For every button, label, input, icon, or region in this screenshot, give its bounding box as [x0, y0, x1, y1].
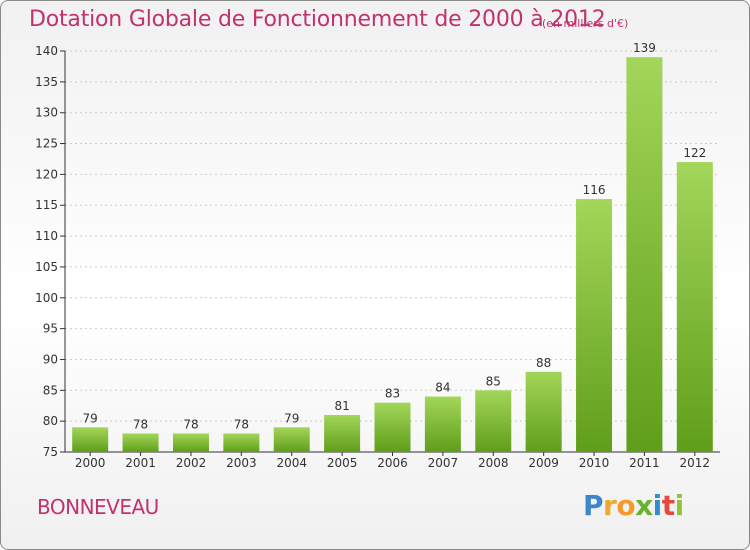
x-tick-label: 2004	[276, 456, 307, 470]
y-tick-label: 140	[35, 44, 58, 58]
x-tick-label: 2009	[528, 456, 559, 470]
data-label: 81	[334, 399, 349, 413]
x-tick-label: 2007	[428, 456, 459, 470]
labels: 75 80 85 90 95 100 105 110 115 120 125 130 135 140 200…	[35, 41, 710, 470]
bar-2009	[525, 371, 562, 452]
proxiti-logo[interactable]: Proxiti	[583, 489, 684, 522]
x-tick-label: 2002	[176, 456, 207, 470]
bar-2007	[424, 396, 461, 452]
x-tick-label: 2012	[680, 456, 711, 470]
bar-2012	[676, 162, 713, 453]
x-tick-label: 2000	[75, 456, 106, 470]
x-tick-label: 2011	[629, 456, 660, 470]
bar-2005	[324, 414, 361, 452]
bar-2008	[475, 390, 512, 452]
bars	[72, 57, 713, 453]
chart-title: Dotation Globale de Fonctionnement de 20…	[29, 7, 606, 32]
data-label: 78	[234, 417, 249, 431]
x-tick-label: 2006	[377, 456, 408, 470]
data-label: 78	[133, 417, 148, 431]
x-tick-label: 2001	[125, 456, 156, 470]
x-tick-label: 2005	[327, 456, 358, 470]
y-tick-label: 85	[43, 383, 58, 397]
x-tick-label: 2010	[579, 456, 610, 470]
bar-2006	[374, 402, 411, 452]
y-tick-label: 80	[43, 414, 58, 428]
grid-lines	[65, 50, 720, 422]
bar-2004	[273, 427, 310, 452]
data-label: 88	[536, 356, 551, 370]
y-tick-label: 105	[35, 260, 58, 274]
y-tick-label: 110	[35, 229, 58, 243]
data-label: 79	[284, 411, 299, 425]
bar-2011	[626, 57, 663, 453]
y-tick-label: 115	[35, 198, 58, 212]
data-label: 83	[385, 387, 400, 401]
data-label: 122	[683, 146, 706, 160]
y-tick-label: 130	[35, 106, 58, 120]
chart-subtitle: (en milliers d'€)	[542, 17, 629, 30]
bar-2000	[72, 427, 109, 452]
data-label: 79	[83, 411, 98, 425]
x-tick-label: 2003	[226, 456, 257, 470]
data-label: 116	[583, 183, 606, 197]
y-tick-label: 95	[43, 322, 58, 336]
bar-2001	[122, 433, 159, 452]
y-tick-label: 120	[35, 167, 58, 181]
bar-2010	[576, 199, 613, 452]
data-label: 139	[633, 41, 656, 55]
y-tick-label: 100	[35, 291, 58, 305]
bar-2003	[223, 433, 260, 452]
x-tick-label: 2008	[478, 456, 509, 470]
y-tick-label: 135	[35, 75, 58, 89]
commune-name: BONNEVEAU	[37, 495, 159, 519]
data-label: 85	[486, 374, 501, 388]
bar-2002	[172, 433, 209, 452]
data-label: 78	[183, 417, 198, 431]
y-tick-label: 90	[43, 352, 58, 366]
y-tick-label: 125	[35, 137, 58, 151]
y-tick-label: 75	[43, 445, 58, 459]
data-label: 84	[435, 380, 450, 394]
